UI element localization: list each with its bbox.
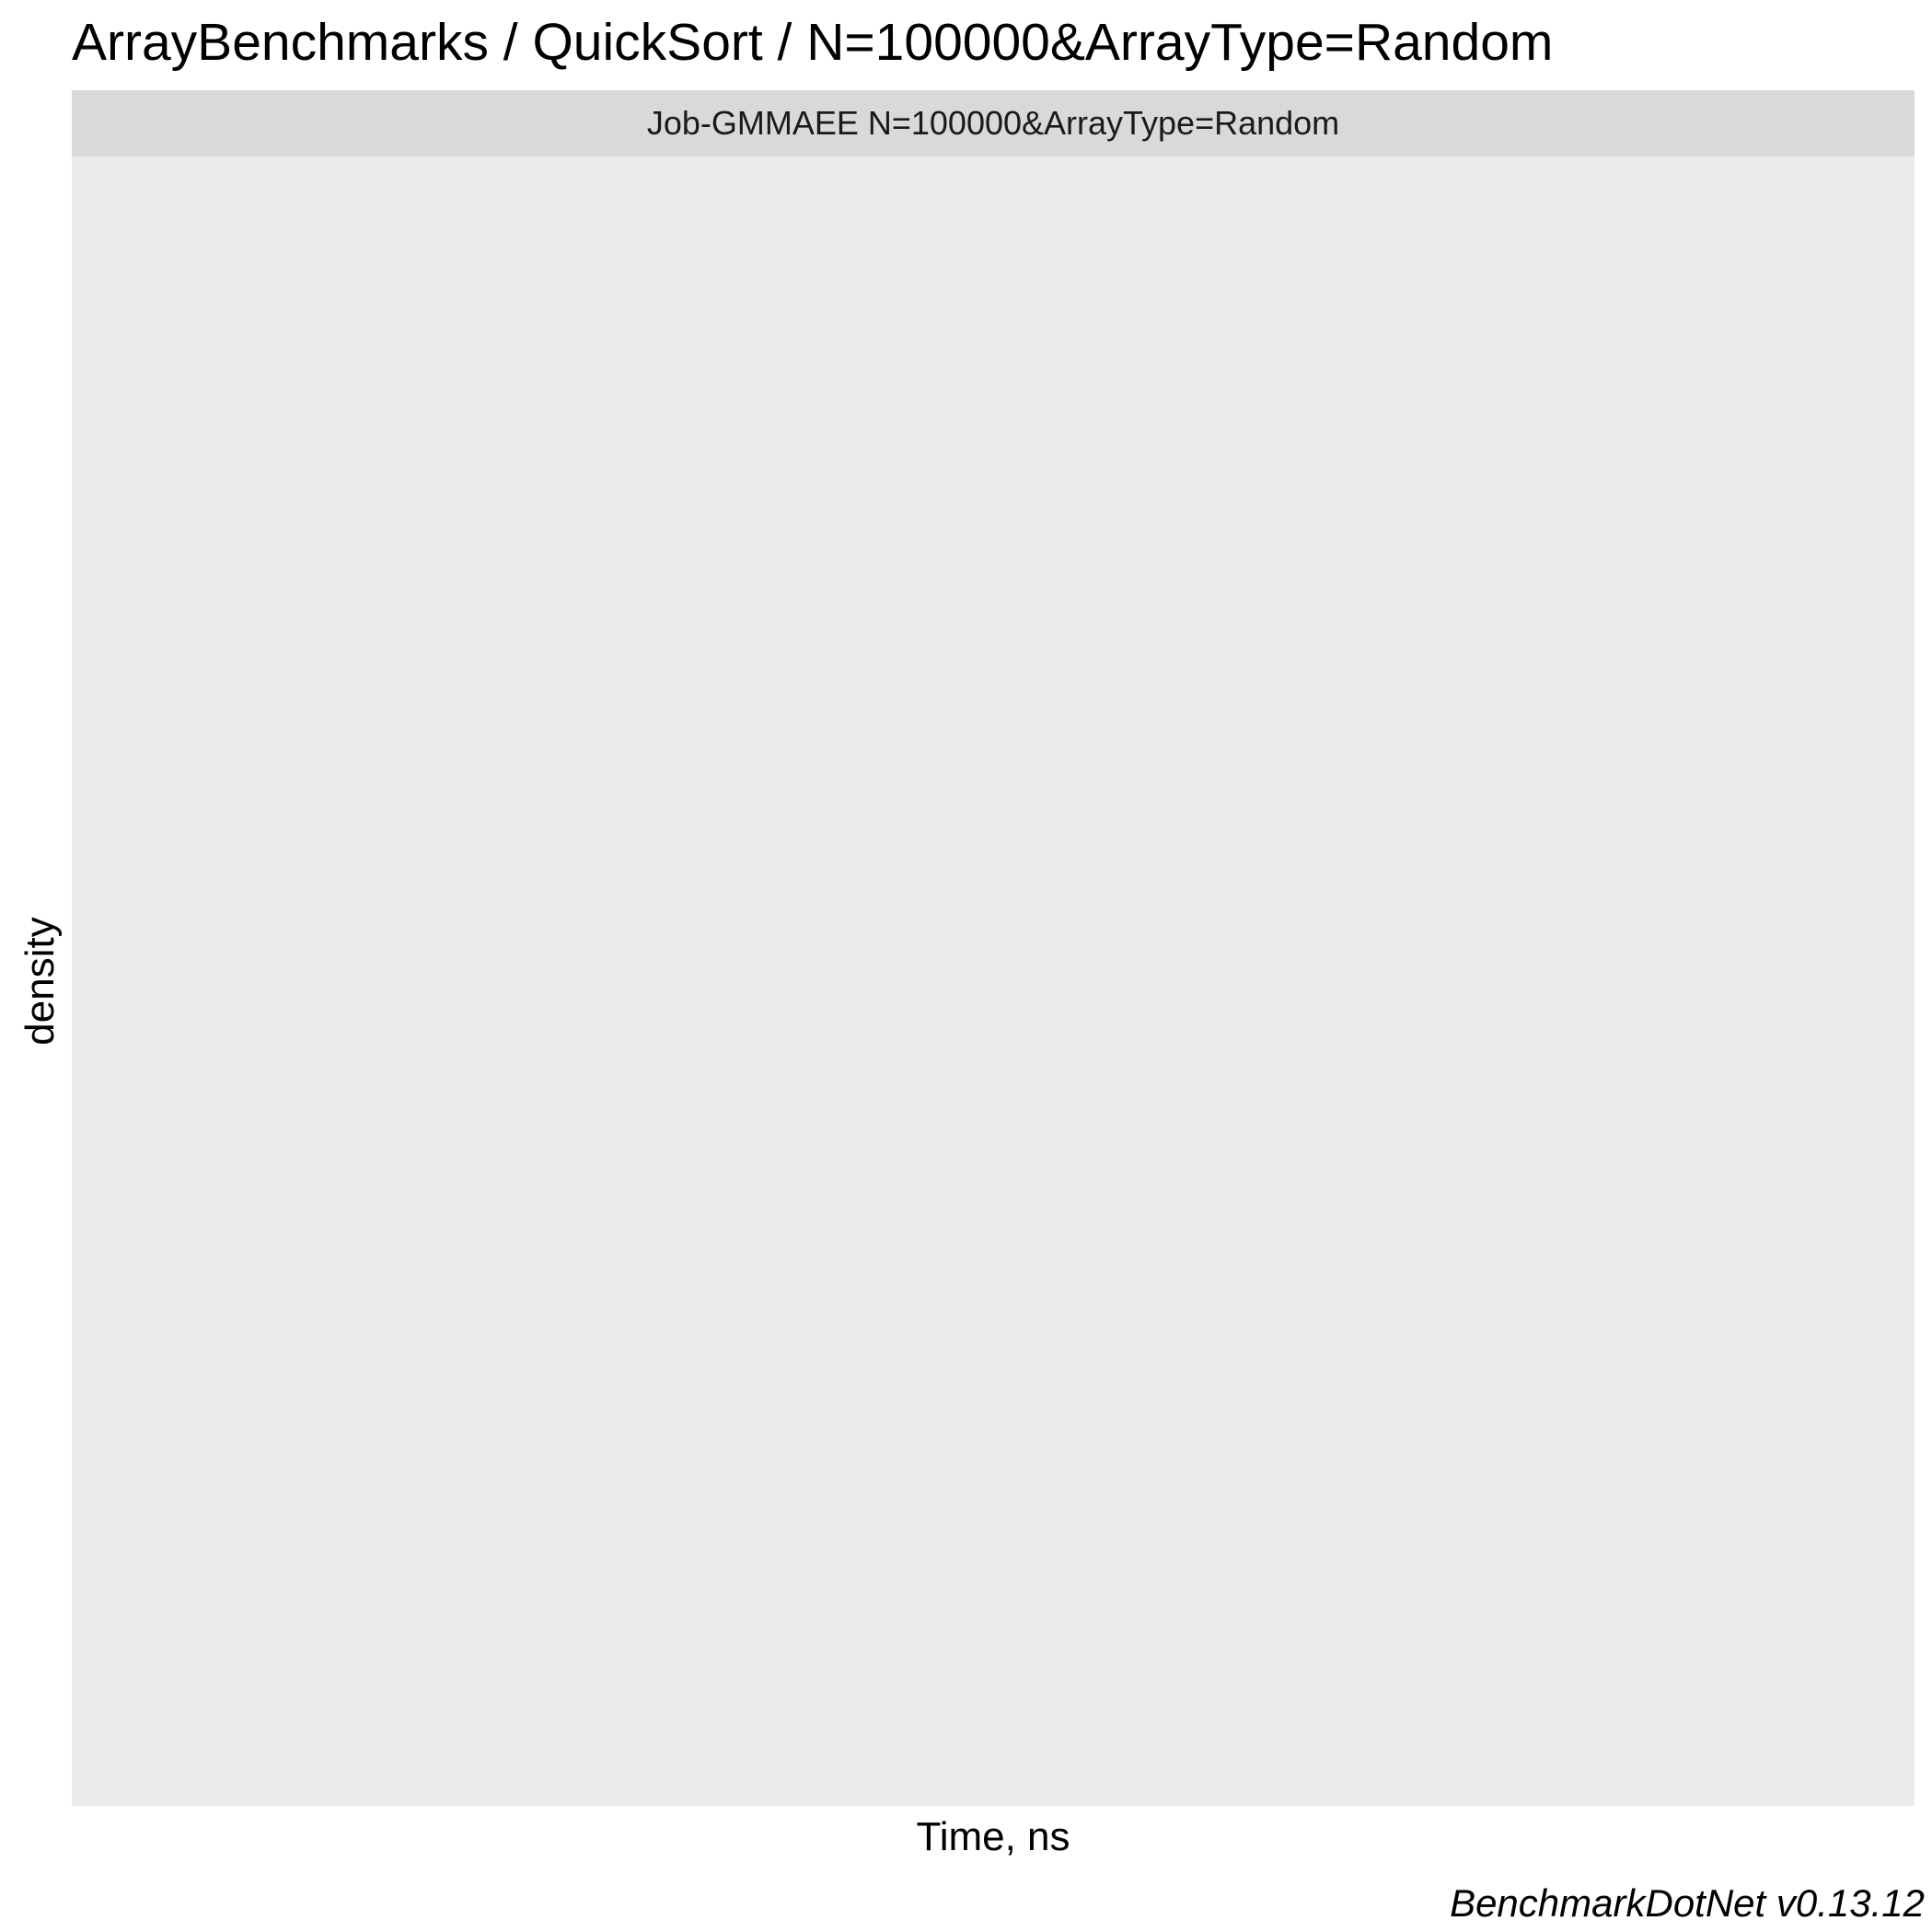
chart-title: ArrayBenchmarks / QuickSort / N=100000&A… (72, 13, 1554, 72)
facet-strip: Job-GMMAEE N=100000&ArrayType=Random (72, 90, 1915, 156)
plot-panel (72, 156, 1915, 1806)
density-plot-area (72, 156, 1915, 1806)
facet-label: Job-GMMAEE N=100000&ArrayType=Random (646, 104, 1340, 142)
version-caption: BenchmarkDotNet v0.13.12 (1450, 1881, 1925, 1925)
y-axis-label: density (17, 917, 63, 1046)
x-axis-label: Time, ns (916, 1814, 1070, 1859)
